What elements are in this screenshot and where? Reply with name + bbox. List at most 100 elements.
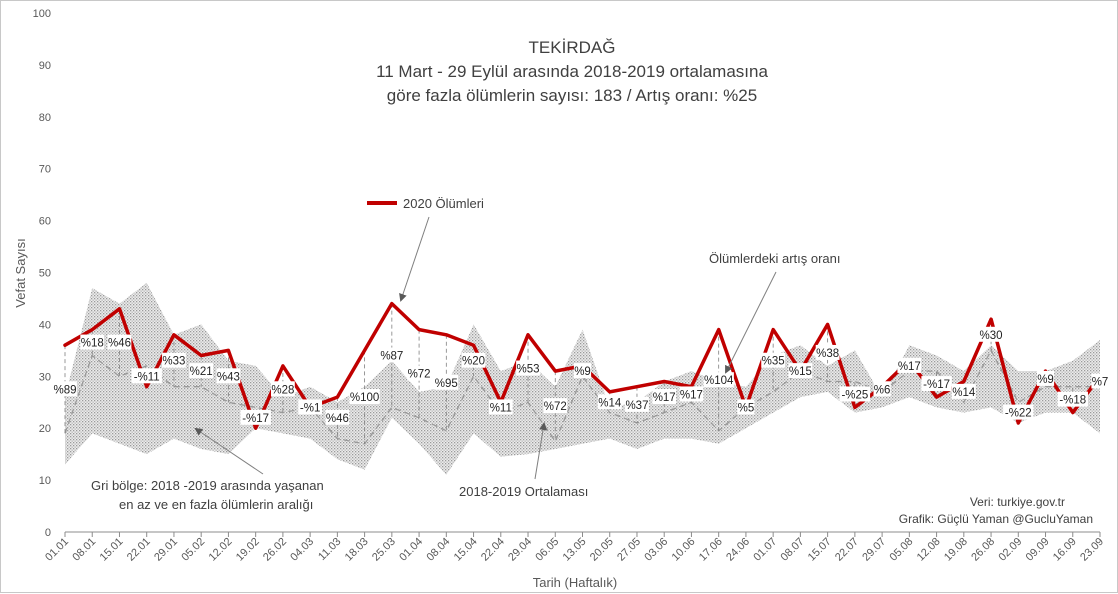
y-tick-label: 40 [39,319,51,331]
y-tick-label: 20 [39,423,51,435]
x-tick-label: 19.02 [234,536,262,564]
data-label: -%1 [300,402,320,414]
data-label-bg [298,399,323,415]
x-tick-label: 04.03 [288,536,316,564]
data-label-bg [652,389,677,405]
data-label-bg [625,396,649,412]
x-tick-label: 15.04 [452,536,480,564]
x-tick-label: 12.08 [915,536,943,564]
data-label-bg [516,360,540,376]
data-label-bg [873,381,891,397]
source-graphic: Grafik: Güçlü Yaman @GucluYaman [899,512,1093,526]
y-tick-label: 80 [39,112,51,124]
data-label: -%25 [841,389,868,401]
data-label-bg [597,394,622,410]
y-tick-label: 50 [39,268,51,280]
data-label-bg [131,368,162,384]
x-tick-label: 26.08 [969,536,997,564]
range-band-area [65,282,1100,475]
y-axis-title: Vefat Sayısı [13,238,28,307]
data-label-bg [679,386,704,402]
x-tick-label: 15.07 [806,536,834,564]
data-label-bg [1003,404,1034,420]
band-arrow [194,427,264,475]
data-label: %28 [271,384,294,396]
data-label-bg [349,389,380,405]
data-label: %9 [574,366,591,378]
data-label: %5 [738,402,755,414]
x-tick-label: 02.09 [996,536,1024,564]
x-tick-label: 08.04 [424,536,452,564]
data-label-bg [434,374,459,390]
x-tick-label: 08.01 [70,536,98,564]
data-label: -%22 [1005,408,1032,420]
data-label-bg [543,398,568,414]
y-tick-label: 100 [33,8,51,20]
legend-arrow [399,216,430,302]
x-tick-label: 22.07 [833,536,861,564]
y-tick-label: 90 [39,60,51,72]
average-annotation: 2018-2019 Ortalaması [459,484,588,499]
data-label: %89 [53,384,76,396]
chart-title: TEKİRDAĞ 11 Mart - 29 Eylül arasında 201… [376,38,768,105]
x-tick-label: 15.01 [98,536,126,564]
data-label: %95 [435,378,458,390]
x-tick-label: 05.08 [888,536,916,564]
y-tick-label: 60 [39,216,51,228]
x-tick-label: 09.09 [1024,536,1052,564]
data-label: %100 [350,392,379,404]
data-label: %37 [625,400,648,412]
x-tick-label: 29.01 [152,536,180,564]
data-label-bg [921,376,952,392]
data-label-bg [407,365,431,381]
average-series [64,349,1100,445]
data-label-bg [107,334,132,350]
data-label-bg [162,352,186,368]
data-label: %35 [762,356,785,368]
data-label-bg [573,363,592,379]
x-tick-label: 29.04 [506,536,534,564]
increase-rate-annotation: Ölümlerdeki artış oranı [709,251,841,266]
data-label-bg [80,334,105,350]
y-tick-label: 10 [39,475,51,487]
data-label-bg [1091,373,1109,389]
x-tick-label: 12.02 [207,536,235,564]
x-tick-label: 16.09 [1051,536,1079,564]
data-label: %17 [680,389,703,401]
x-tick-label: 27.05 [615,536,643,564]
x-tick-label: 06.05 [533,536,561,564]
x-tick-label: 17.06 [697,536,725,564]
x-tick-label: 25.03 [370,536,398,564]
band-annotation-1: Gri bölge: 2018 -2019 arasında yaşanan [91,478,324,493]
data-label: %46 [108,338,131,350]
data-label: %53 [517,364,540,376]
data-label: -%11 [134,371,160,383]
x-axis-title: Tarih (Haftalık) [533,575,618,590]
data-label: %14 [598,397,622,409]
axes [64,531,1101,537]
data-label-bg [189,363,214,379]
data-label: %17 [653,392,676,404]
data-label: %6 [874,384,891,396]
x-tick-label: 26.02 [261,536,289,564]
data-label: %33 [162,356,185,368]
data-label: %20 [462,356,485,368]
x-tick-label: 18.03 [343,536,371,564]
data-label-bg [703,372,734,388]
data-label: -%18 [1059,395,1086,407]
data-label-bg [839,386,871,402]
average-arrow [534,422,547,480]
data-label-bg [897,357,922,373]
data-label: %72 [408,369,431,381]
x-tick-label: 13.05 [561,536,589,564]
x-tick-label: 08.07 [779,536,807,564]
data-label-bg [1036,370,1055,386]
data-label: %17 [898,361,921,373]
data-label-bg [216,368,241,384]
data-label-bg [815,344,840,360]
x-tick-label: 11.03 [316,536,343,563]
data-label: %30 [980,330,1003,342]
source-data: Veri: turkiye.gov.tr [970,495,1065,509]
